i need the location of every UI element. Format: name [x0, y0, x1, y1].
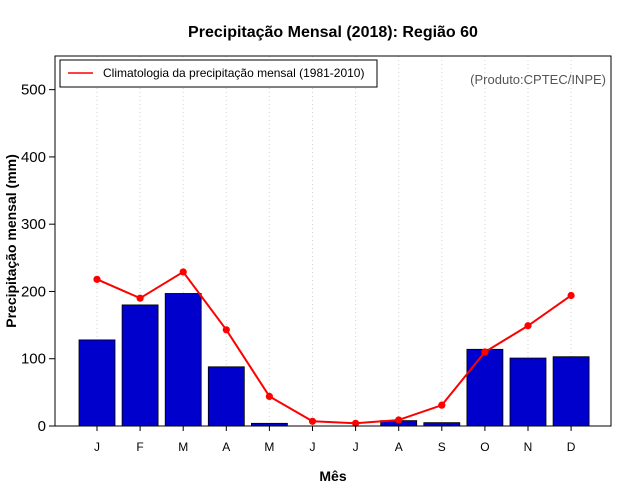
bar-series	[78, 293, 590, 427]
climatology-point	[179, 268, 187, 276]
x-tick-label: F	[136, 440, 143, 454]
climatology-point	[308, 417, 317, 425]
x-tick-label: M	[178, 440, 188, 454]
x-tick-label: A	[222, 440, 230, 454]
x-tick-label: J	[353, 440, 359, 454]
y-axis-label: Precipitação mensal (mm)	[3, 154, 19, 328]
x-tick-label: N	[524, 440, 533, 454]
x-tick-label: J	[310, 440, 316, 454]
climatology-point	[481, 348, 489, 356]
climatology-point	[222, 326, 230, 334]
x-tick-label: A	[395, 440, 403, 454]
y-tick-label: 200	[21, 283, 46, 300]
climatology-point	[265, 392, 273, 400]
legend: Climatologia da precipitação mensal (198…	[59, 59, 378, 88]
bar	[423, 422, 461, 427]
bar	[466, 348, 504, 427]
y-axis: 0 100 200 300 400 500	[21, 82, 55, 435]
plot-border	[54, 55, 612, 427]
y-tick-label: 400	[21, 149, 46, 166]
climatology-point	[438, 401, 446, 409]
x-axis-label: Mês	[319, 468, 346, 484]
bar	[509, 357, 547, 427]
x-tick-label: D	[567, 440, 576, 454]
credit-text: (Produto:CPTEC/INPE)	[470, 72, 606, 87]
climatology-point	[93, 275, 101, 283]
climatology-point	[395, 416, 403, 424]
bar	[552, 356, 590, 427]
bar	[164, 293, 202, 427]
climatology-point	[352, 419, 360, 427]
climatology-point	[136, 294, 144, 302]
legend-box	[59, 59, 378, 88]
x-tick-label: M	[264, 440, 274, 454]
plot-area	[54, 55, 612, 427]
y-tick-label: 0	[38, 418, 46, 435]
climatology-line	[96, 270, 572, 425]
y-tick-label: 500	[21, 82, 46, 99]
chart-title: Precipitação Mensal (2018): Região 60	[188, 24, 478, 41]
climatology-point	[524, 322, 532, 330]
x-tick-label: O	[480, 440, 489, 454]
line-series	[93, 268, 575, 427]
x-tick-label: S	[438, 440, 446, 454]
y-tick-label: 100	[21, 351, 46, 368]
bar	[78, 339, 116, 427]
climatology-point	[567, 291, 575, 300]
legend-entry: Climatologia da precipitação mensal (198…	[103, 66, 364, 80]
bar	[121, 304, 159, 427]
y-tick-label: 300	[21, 216, 46, 233]
bar	[207, 366, 245, 427]
x-tick-label: J	[94, 440, 100, 454]
